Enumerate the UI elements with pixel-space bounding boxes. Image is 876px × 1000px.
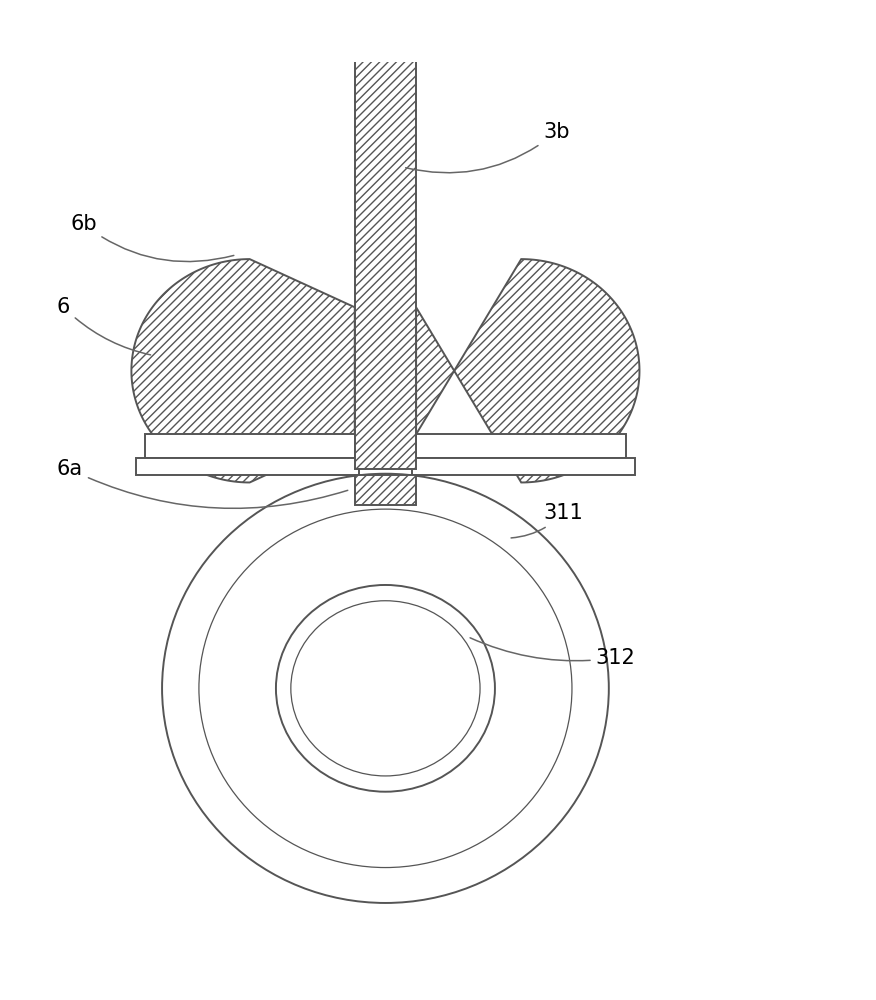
- Ellipse shape: [199, 509, 572, 868]
- Ellipse shape: [291, 601, 480, 776]
- Bar: [145, 434, 355, 458]
- Text: 6b: 6b: [70, 214, 234, 262]
- Text: 6: 6: [57, 297, 151, 355]
- Text: 3b: 3b: [406, 122, 569, 173]
- Polygon shape: [355, 475, 416, 505]
- Ellipse shape: [276, 585, 495, 792]
- Text: 312: 312: [470, 638, 635, 668]
- Ellipse shape: [162, 474, 609, 903]
- Polygon shape: [416, 259, 639, 482]
- Polygon shape: [131, 259, 355, 482]
- Bar: [412, 458, 635, 475]
- Bar: [416, 434, 626, 458]
- Polygon shape: [355, 18, 416, 469]
- Text: 311: 311: [511, 503, 583, 538]
- Bar: [136, 458, 359, 475]
- Text: 6a: 6a: [57, 459, 348, 508]
